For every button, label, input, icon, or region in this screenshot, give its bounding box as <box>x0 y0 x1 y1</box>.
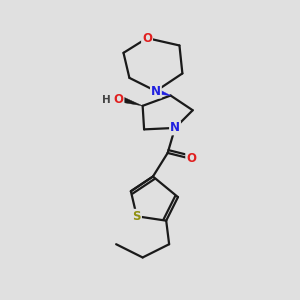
Polygon shape <box>123 98 142 106</box>
Text: N: N <box>151 85 161 98</box>
Polygon shape <box>155 88 171 95</box>
Text: N: N <box>170 122 180 134</box>
Text: H: H <box>102 95 111 105</box>
Text: O: O <box>186 152 196 165</box>
Text: S: S <box>133 210 141 223</box>
Text: O: O <box>113 93 124 106</box>
Text: O: O <box>142 32 152 45</box>
